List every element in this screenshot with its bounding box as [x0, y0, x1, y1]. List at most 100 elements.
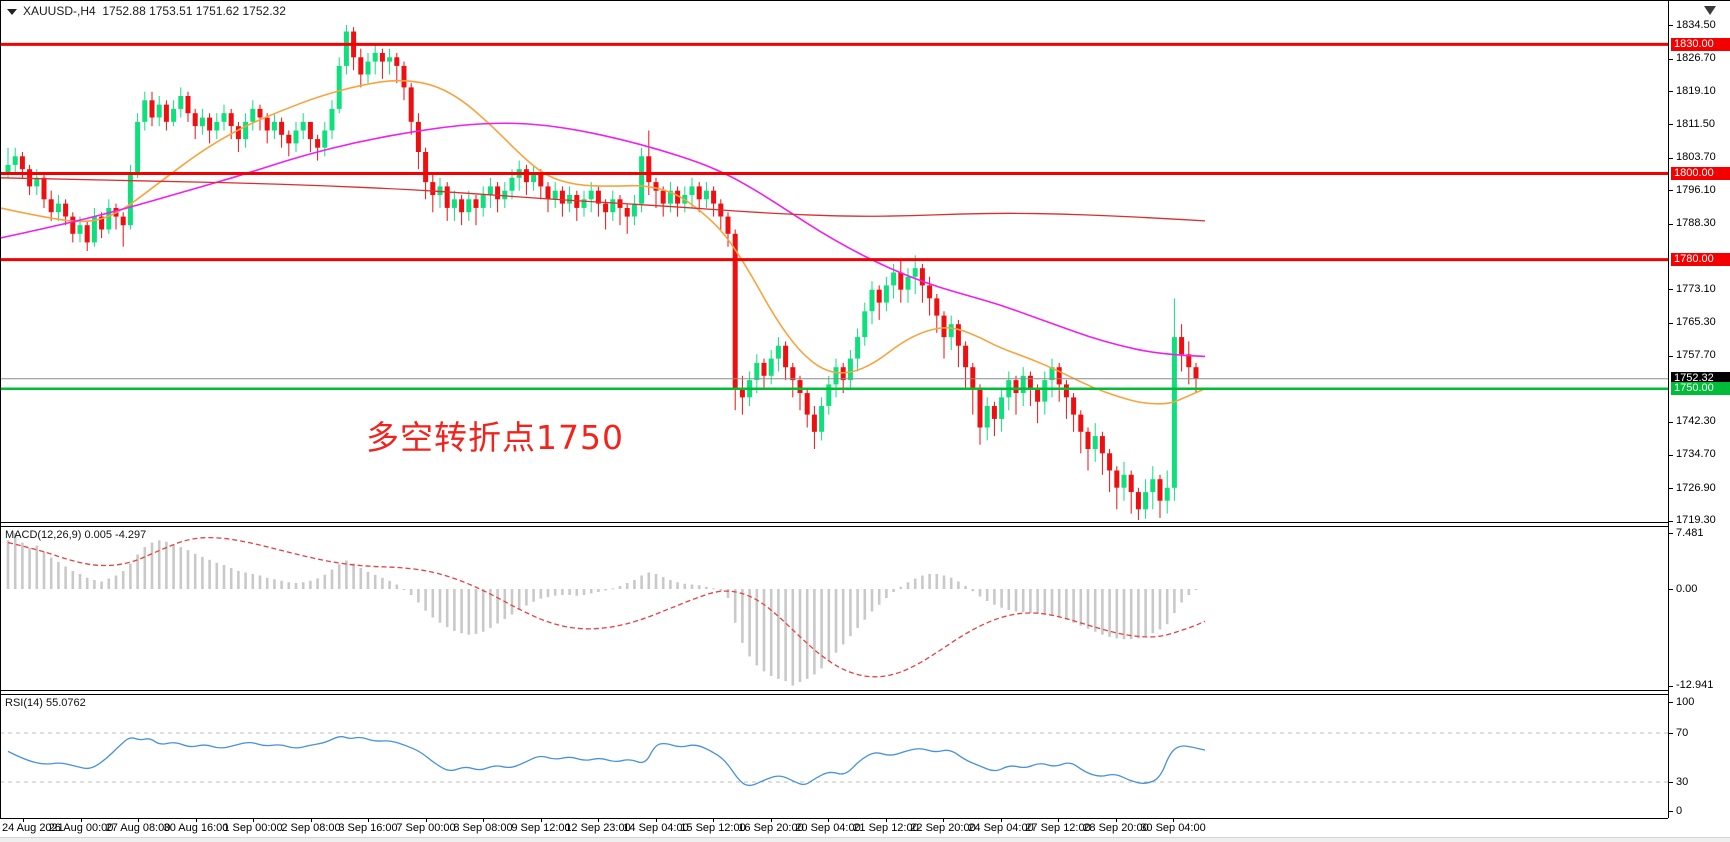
time-axis-label: 28 Sep 20:00	[1083, 822, 1149, 834]
time-tick	[771, 818, 772, 822]
price-axis-label: 1796.10	[1676, 184, 1716, 196]
price-tick	[1669, 455, 1673, 456]
chart-header: XAUUSD-,H4 1752.88 1753.51 1751.62 1752.…	[7, 4, 286, 18]
price-tick	[1669, 190, 1673, 191]
time-tick	[196, 818, 197, 822]
time-axis-label: 3 Sep 16:00	[338, 822, 398, 834]
price-tick	[1669, 91, 1673, 92]
price-axis-label-red: 1830.00	[1671, 38, 1730, 51]
price-axis-label: 1726.90	[1676, 482, 1716, 494]
time-axis-label: 27 Aug 08:00	[105, 822, 171, 834]
price-tick	[1669, 422, 1673, 423]
time-tick	[1058, 818, 1059, 822]
time-tick	[253, 818, 254, 822]
time-axis-label: 1 Sep 00:00	[223, 822, 283, 834]
macd-axis-label: -12.941	[1676, 679, 1714, 691]
price-tick	[1669, 521, 1673, 522]
time-axis-label: 20 Sep 04:00	[795, 822, 861, 834]
bottom-scroll-strip	[0, 837, 1730, 842]
time-axis-label: 14 Sep 04:00	[623, 822, 689, 834]
rsi-axis-label: 70	[1676, 727, 1689, 739]
time-tick	[138, 818, 139, 822]
ma-slow-red	[0, 177, 1206, 222]
price-axis-label: 1773.10	[1676, 283, 1716, 295]
price-tick	[1669, 158, 1673, 159]
price-axis-label: 1811.50	[1676, 118, 1715, 130]
rsi-tick	[1669, 811, 1673, 812]
price-axis-label: 1757.70	[1676, 349, 1716, 361]
macd-axis-label: 7.481	[1676, 527, 1704, 539]
macd-tick	[1669, 686, 1673, 687]
rsi-axis-label: 100	[1676, 696, 1695, 708]
price-tick	[1669, 356, 1673, 357]
macd-indicator-label: MACD(12,26,9) 0.005 -4.297	[5, 529, 147, 541]
panel-borders	[0, 0, 1730, 819]
macd-tick	[1669, 589, 1673, 590]
time-axis-label: 9 Sep 12:00	[511, 822, 571, 834]
price-axis-label: 1765.30	[1676, 316, 1716, 328]
rsi-tick	[1669, 782, 1673, 783]
time-tick	[483, 818, 484, 822]
price-axis-label: 1742.30	[1676, 415, 1716, 427]
rsi-axis-label: 30	[1676, 776, 1689, 788]
price-axis-label-red: 1800.00	[1671, 167, 1730, 180]
time-axis-label: 15 Sep 12:00	[680, 822, 746, 834]
time-tick	[23, 818, 24, 822]
rsi-indicator-label: RSI(14) 55.0762	[5, 697, 86, 709]
time-tick	[943, 818, 944, 822]
symbol-dropdown-icon	[7, 9, 17, 15]
time-tick	[1001, 818, 1002, 822]
rsi-axis-label: 0	[1676, 805, 1683, 817]
time-tick	[656, 818, 657, 822]
price-axis-label-black: 1752.32	[1671, 372, 1730, 385]
time-tick	[81, 818, 82, 822]
time-axis-label: 30 Sep 04:00	[1140, 822, 1206, 834]
price-tick	[1669, 59, 1673, 60]
time-axis-label: 30 Aug 16:00	[163, 822, 229, 834]
price-tick	[1669, 488, 1673, 489]
time-tick	[886, 818, 887, 822]
time-axis-label: 12 Sep 23:00	[565, 822, 631, 834]
ma-mid-magenta	[0, 122, 1206, 358]
chart-shift-icon	[1704, 6, 1716, 15]
time-axis-label: 2 Sep 08:00	[281, 822, 341, 834]
time-tick	[541, 818, 542, 822]
rsi-tick	[1669, 702, 1673, 703]
ma-fast-orange	[0, 79, 1206, 405]
macd-tick	[1669, 533, 1673, 534]
macd-histogram	[6, 533, 1198, 686]
time-axis-label: 24 Sep 04:00	[968, 822, 1034, 834]
macd-signal-line	[7, 536, 1206, 678]
price-axis-label: 1826.70	[1676, 52, 1716, 64]
time-axis-label: 24 Aug 2021	[2, 822, 64, 834]
macd-axis-label: 0.00	[1676, 583, 1698, 595]
time-tick	[598, 818, 599, 822]
price-axis-label: 1734.70	[1676, 448, 1716, 460]
time-tick	[713, 818, 714, 822]
price-tick	[1669, 289, 1673, 290]
time-axis-label: 27 Sep 12:00	[1025, 822, 1091, 834]
time-tick	[426, 818, 427, 822]
symbol-period-label: XAUUSD-,H4	[23, 4, 96, 18]
price-axis-label: 1803.70	[1676, 151, 1716, 163]
price-tick	[1669, 323, 1673, 324]
price-tick	[1669, 124, 1673, 125]
time-tick	[1116, 818, 1117, 822]
rsi-tick	[1669, 733, 1673, 734]
time-tick	[828, 818, 829, 822]
price-axis-label: 1834.50	[1676, 19, 1716, 31]
price-axis-label: 1788.30	[1676, 217, 1716, 229]
price-axis-label-green: 1750.00	[1671, 382, 1730, 395]
price-tick	[1669, 25, 1673, 26]
time-tick	[1173, 818, 1174, 822]
price-tick	[1669, 224, 1673, 225]
time-axis-label: 8 Sep 08:00	[453, 822, 513, 834]
time-tick	[368, 818, 369, 822]
price-axis-label-red: 1780.00	[1671, 253, 1730, 266]
price-axis-label: 1819.10	[1676, 85, 1716, 97]
annotation-text[interactable]: 多空转折点1750	[366, 418, 624, 457]
time-axis-label: 22 Sep 20:00	[910, 822, 976, 834]
rsi-line	[7, 736, 1206, 787]
price-axis-label: 1719.30	[1676, 514, 1716, 526]
